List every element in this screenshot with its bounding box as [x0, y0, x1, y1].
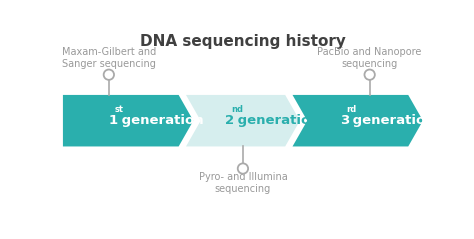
Text: PacBio and Nanopore
sequencing: PacBio and Nanopore sequencing	[318, 47, 422, 70]
Polygon shape	[292, 95, 423, 147]
Ellipse shape	[238, 163, 248, 174]
Text: 1: 1	[109, 114, 118, 127]
Text: 3: 3	[340, 114, 349, 127]
Polygon shape	[63, 95, 193, 147]
Text: generation: generation	[233, 114, 320, 127]
Text: st: st	[115, 105, 124, 114]
Ellipse shape	[104, 70, 114, 80]
Text: generation: generation	[117, 114, 203, 127]
Text: Maxam-Gilbert and
Sanger sequencing: Maxam-Gilbert and Sanger sequencing	[62, 47, 156, 70]
Text: DNA sequencing history: DNA sequencing history	[140, 34, 346, 49]
Text: Pyro- and Illumina
sequencing: Pyro- and Illumina sequencing	[199, 172, 287, 194]
Polygon shape	[186, 95, 300, 147]
Text: nd: nd	[231, 105, 243, 114]
Text: rd: rd	[346, 105, 356, 114]
Ellipse shape	[365, 70, 375, 80]
Text: 2: 2	[225, 114, 235, 127]
Text: generation: generation	[348, 114, 435, 127]
